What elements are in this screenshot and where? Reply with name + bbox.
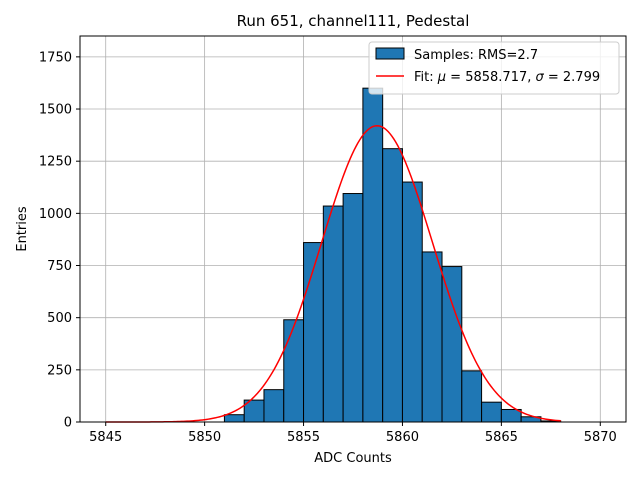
legend-box (368, 41, 620, 95)
y-tick-label: 500 (47, 311, 72, 326)
legend-sigma-symbol: σ (536, 70, 545, 85)
histogram-bar (461, 370, 483, 423)
histogram-bar (500, 408, 522, 423)
legend-mu-symbol: μ (437, 70, 446, 85)
y-axis-ticks: 0 250 500 750 1000 1250 1500 1750 (39, 50, 80, 431)
chart-title: Run 651, channel111, Pedestal (237, 12, 470, 30)
plot-frame (79, 35, 627, 423)
legend-histogram-swatch (375, 47, 405, 60)
histogram-bar (322, 205, 344, 423)
y-tick-label: 1000 (39, 207, 72, 222)
y-tick-label: 1750 (39, 50, 72, 65)
x-axis-ticks: 5845 5850 5855 5860 5865 5870 (89, 422, 617, 445)
legend-mu-value: = 5858.717, (446, 70, 535, 85)
x-tick-label: 5860 (386, 430, 419, 445)
y-tick-label: 1250 (39, 155, 72, 170)
histogram-bar (342, 193, 364, 423)
legend-fit-label: Fit: μ = 5858.717, σ = 2.799 (414, 70, 600, 85)
legend-sigma-value: = 2.799 (544, 70, 600, 85)
fit-curve (105, 124, 561, 423)
histogram-bar (421, 251, 443, 423)
x-tick-label: 5850 (188, 430, 221, 445)
legend-fit-prefix: Fit: (414, 70, 438, 85)
histogram-bars (223, 87, 562, 423)
y-tick-label: 0 (64, 416, 72, 431)
x-tick-label: 5865 (485, 430, 518, 445)
y-axis-label: Entries (15, 206, 30, 252)
x-axis-label: ADC Counts (314, 451, 392, 466)
histogram-bar (362, 87, 384, 423)
histogram-bar (382, 148, 403, 423)
histogram-bar (441, 266, 463, 423)
histogram-bar (401, 181, 423, 423)
histogram-bar (283, 319, 305, 423)
histogram-bar (481, 401, 502, 423)
x-tick-label: 5855 (287, 430, 320, 445)
histogram-bar (223, 414, 245, 423)
histogram-bar (263, 389, 285, 423)
legend: Samples: RMS=2.7 Fit: μ = 5858.717, σ = … (368, 41, 620, 95)
x-tick-label: 5870 (584, 430, 617, 445)
x-tick-label: 5845 (89, 430, 122, 445)
y-tick-label: 1500 (39, 103, 72, 118)
y-tick-label: 750 (47, 259, 72, 274)
y-tick-label: 250 (47, 363, 72, 378)
legend-histogram-label: Samples: RMS=2.7 (414, 48, 538, 63)
